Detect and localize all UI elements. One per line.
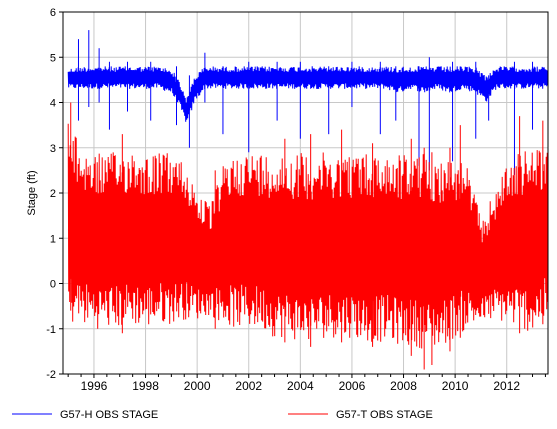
y-tick-label: 4 — [50, 98, 56, 110]
legend-label: G57-T OBS STAGE — [336, 409, 433, 421]
series-g57-t — [67, 102, 549, 370]
y-tick-label: 6 — [50, 7, 56, 19]
legend: G57-H OBS STAGE G57-T OBS STAGE — [12, 409, 433, 421]
y-axis-label: Stage (ft) — [26, 170, 38, 215]
x-tick-label: 1996 — [81, 379, 108, 393]
y-tick-label: -2 — [46, 369, 56, 381]
series-line — [67, 228, 549, 276]
series-band-trace — [67, 66, 549, 122]
series-line — [68, 74, 548, 113]
axes: -2 -1 0 1 2 3 4 5 6 1996 1998 2000 2002 2004 2006 2008 2… — [46, 7, 546, 393]
x-tick-label: 1998 — [132, 379, 159, 393]
legend-label: G57-H OBS STAGE — [60, 409, 158, 421]
y-tick-label: 3 — [50, 143, 56, 155]
x-tick-label: 2002 — [235, 379, 262, 393]
y-tick-label: 0 — [50, 279, 56, 291]
series-plot-area — [67, 30, 549, 370]
x-tick-label: 2000 — [184, 379, 211, 393]
y-tick-label: 1 — [50, 233, 56, 245]
x-tick-label: 2006 — [339, 379, 366, 393]
y-tick-label: 2 — [50, 188, 56, 200]
y-tick-label: 5 — [50, 52, 56, 64]
series-g57-h — [67, 30, 549, 175]
x-tick-label: 2010 — [442, 379, 469, 393]
x-tick-label: 2012 — [493, 379, 520, 393]
y-tick-label: -1 — [46, 324, 56, 336]
series-band-trace — [67, 123, 549, 349]
x-tick-label: 2004 — [287, 379, 314, 393]
x-tick-label: 2008 — [390, 379, 417, 393]
